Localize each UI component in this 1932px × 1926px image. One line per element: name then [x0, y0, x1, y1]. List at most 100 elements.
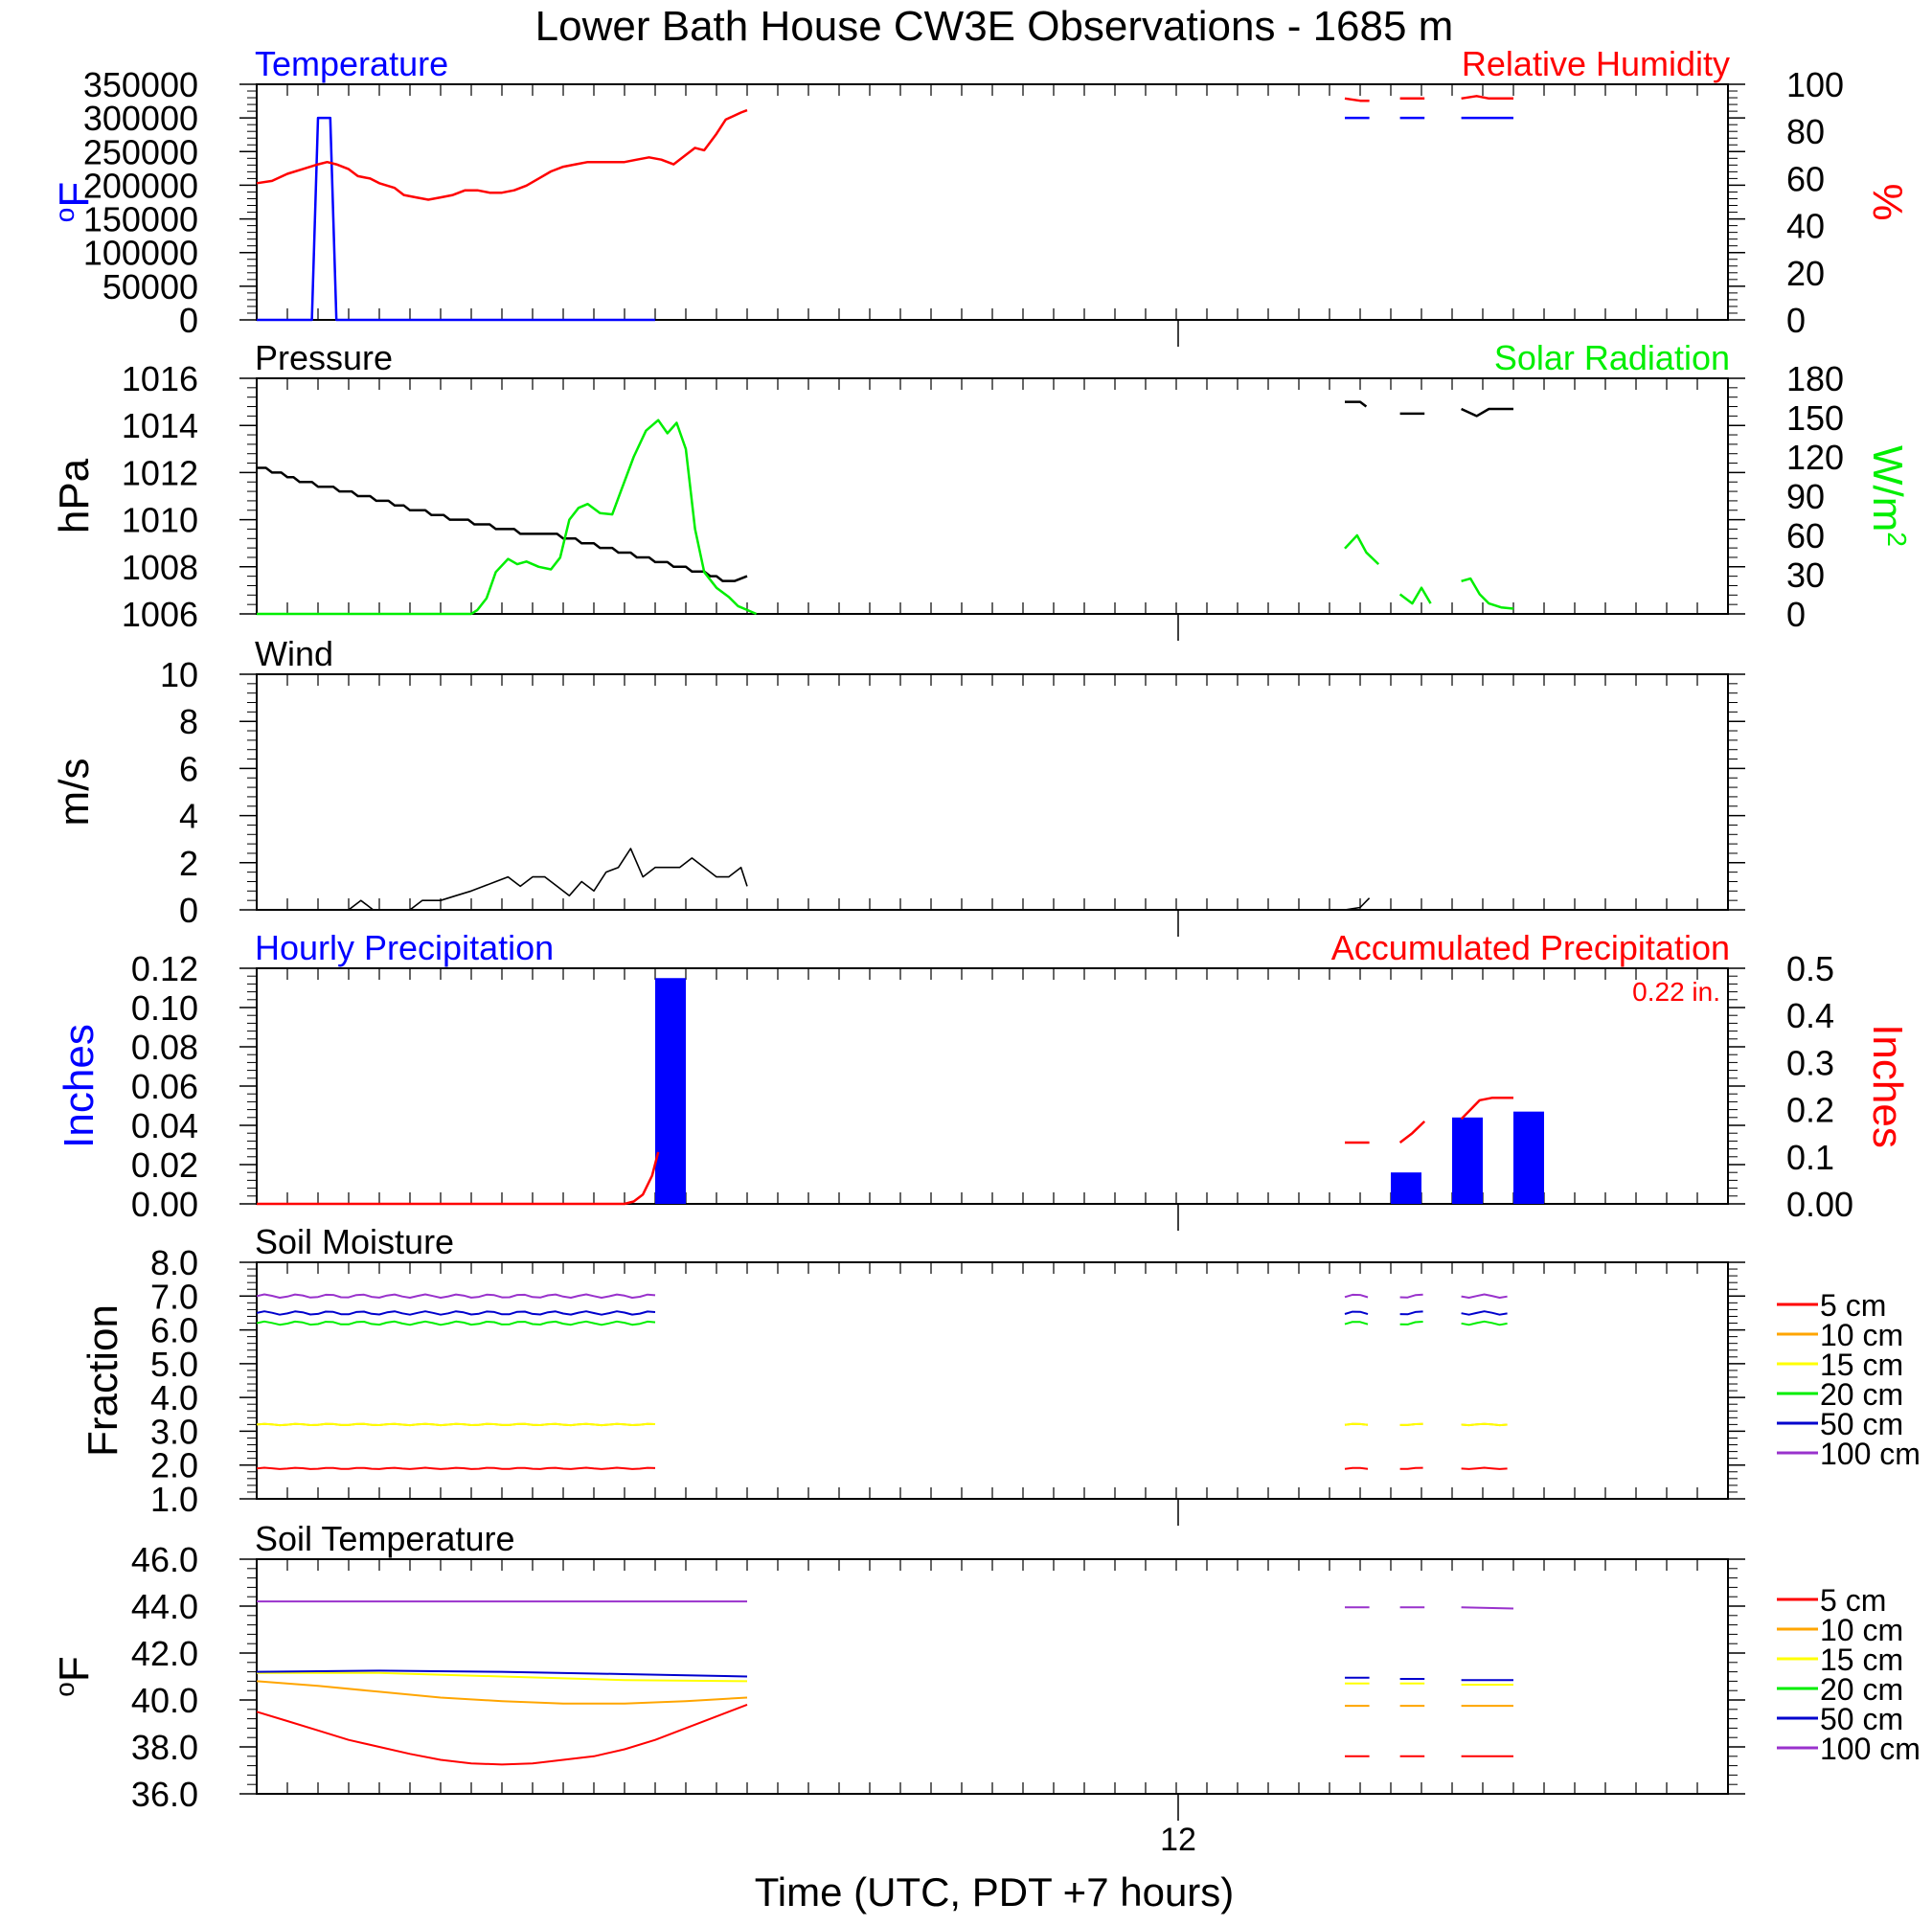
series-line-100cm [1344, 1293, 1369, 1299]
panel-title-right: Solar Radiation [1494, 338, 1730, 377]
legend-label: 5 cm [1820, 1288, 1886, 1323]
series-line-relative-humidity [256, 108, 748, 201]
y-tick-label: 250000 [83, 132, 198, 171]
panel-wind: Wind 0 2 4 6 8 10 m/s [51, 634, 1745, 937]
y2-tick-label: 20 [1786, 254, 1825, 293]
panel-soil_temp: Soil Temperature 36.0 38.0 40.0 42.0 44.0 46.0… [50, 1519, 1921, 1821]
y-axis-unit-left: oF [50, 1656, 99, 1696]
y2-tick-label: 90 [1786, 477, 1825, 516]
unit-text: Inches [1864, 1024, 1911, 1148]
y2-tick-label: 0.4 [1786, 996, 1834, 1035]
y-tick-label: 6 [179, 749, 198, 788]
precip-bar [1391, 1172, 1421, 1204]
series-line-100cm [1461, 1293, 1508, 1299]
y-tick-label: 40.0 [131, 1681, 198, 1720]
y-tick-label: 0.08 [131, 1028, 198, 1067]
y2-tick-label: 0.00 [1786, 1185, 1853, 1224]
legend-label: 100 cm [1820, 1732, 1921, 1766]
series-line-pressure [1461, 407, 1513, 418]
accumulated-total-label: 0.22 in. [1632, 977, 1720, 1007]
y-tick-label: 0.12 [131, 949, 198, 988]
y-tick-label: 46.0 [131, 1540, 198, 1579]
series-line-pressure [1345, 400, 1368, 408]
series-line-temperature [257, 116, 655, 322]
series-line-5-cm [256, 1703, 748, 1766]
series-line-solar-radiation [257, 419, 758, 616]
series-line-5cm [1461, 1466, 1508, 1470]
y-tick-label: 5.0 [150, 1345, 198, 1384]
y-tick-label: 0.04 [131, 1106, 198, 1145]
unit-text: F [51, 182, 98, 208]
y-tick-label: 4.0 [150, 1378, 198, 1417]
y-tick-label: 0.06 [131, 1067, 198, 1106]
y-tick-label: 42.0 [131, 1634, 198, 1673]
y2-tick-label: 60 [1786, 516, 1825, 555]
y2-tick-label: 30 [1786, 555, 1825, 595]
panel-temp_rh: Temperature Relative Humidity050000100000… [50, 44, 1911, 347]
precip-bar [655, 978, 686, 1204]
panel-precip: Hourly Precipitation Accumulated Precipit… [56, 928, 1911, 1231]
series-line-50cm [1461, 1310, 1508, 1316]
series-line-accumulated-precipitation [257, 1151, 660, 1206]
y-tick-label: 2 [179, 844, 198, 883]
panel-title-left: Soil Moisture [255, 1222, 454, 1261]
y-tick-label: 1.0 [150, 1480, 198, 1519]
series-line-15cm [1399, 1422, 1423, 1426]
unit-text: F [51, 1656, 98, 1682]
unit-superscript: o [50, 208, 80, 223]
y-axis-unit-left: Inches [56, 1024, 102, 1148]
y-tick-label: 7.0 [150, 1277, 198, 1316]
series-line-solar-radiation [1461, 577, 1514, 610]
y-tick-label: 4 [179, 797, 198, 836]
y-axis-unit-right: W/m2 [1864, 445, 1913, 547]
series-line-100cm [1399, 1293, 1423, 1299]
legend-label: 10 cm [1820, 1613, 1903, 1647]
figure-title: Lower Bath House CW3E Observations - 168… [535, 3, 1454, 50]
plot-frame [256, 673, 1729, 911]
y-axis-unit-left: oF [50, 182, 99, 222]
y-tick-label: 8 [179, 702, 198, 741]
legend-label: 50 cm [1820, 1702, 1903, 1736]
panel-pressure_solar: Pressure Solar Radiation 1006 1008 1010 1012 1… [51, 338, 1913, 641]
y-tick-label: 38.0 [131, 1728, 198, 1767]
legend-label: 50 cm [1820, 1407, 1903, 1441]
series-line-relative-humidity [1461, 95, 1513, 101]
y2-tick-label: 180 [1786, 359, 1844, 398]
series-line-20cm [256, 1320, 656, 1326]
unit-text: W/m [1864, 445, 1911, 532]
legend-label: 15 cm [1820, 1348, 1903, 1382]
series-line-5cm [256, 1466, 656, 1470]
y-axis-unit-left: m/s [51, 759, 98, 827]
legend-label: 5 cm [1820, 1583, 1886, 1618]
y-tick-label: 300000 [83, 99, 198, 138]
precip-bar [1513, 1111, 1544, 1204]
series-line-50cm [1344, 1310, 1369, 1316]
panel-title-left: Soil Temperature [255, 1519, 514, 1558]
series-line-accumulated-precipitation [1398, 1120, 1426, 1144]
y2-tick-label: 60 [1786, 159, 1825, 198]
unit-text: % [1864, 183, 1911, 220]
y-tick-label: 0 [179, 301, 198, 340]
unit-superscript: 2 [1883, 532, 1913, 547]
series-line-50cm [256, 1310, 656, 1316]
y-tick-label: 44.0 [131, 1587, 198, 1626]
panel-title-right: Accumulated Precipitation [1331, 928, 1730, 967]
y2-tick-label: 100 [1786, 65, 1844, 104]
y-axis-unit-right: % [1864, 183, 1911, 220]
y-tick-label: 350000 [83, 65, 198, 104]
panel-title-left: Pressure [255, 338, 393, 377]
series-line-20cm [1399, 1321, 1423, 1326]
y2-tick-label: 0.3 [1786, 1043, 1834, 1082]
y-tick-label: 150000 [83, 200, 198, 239]
y-tick-label: 3.0 [150, 1412, 198, 1451]
series-line-15cm [1461, 1422, 1508, 1427]
y-tick-label: 1014 [122, 406, 198, 445]
series-line-10-cm [256, 1680, 748, 1705]
series-line-100-cm [1461, 1606, 1514, 1610]
series-line-20cm [1344, 1321, 1369, 1326]
x-tick-label: 12 [1160, 1822, 1196, 1858]
legend-label: 20 cm [1820, 1377, 1903, 1412]
